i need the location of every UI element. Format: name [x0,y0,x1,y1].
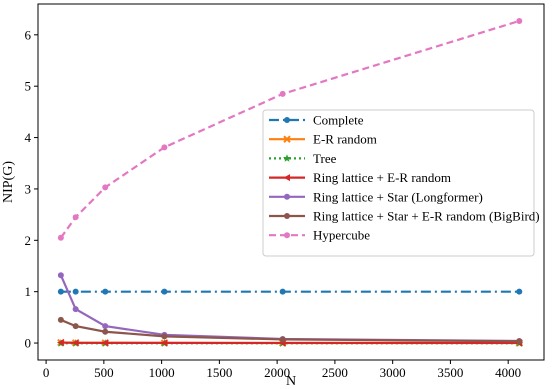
data-point [101,339,109,347]
data-point [279,90,286,97]
y-tick-label: 5 [25,79,32,94]
plot-frame [37,3,545,361]
data-point [160,339,168,347]
x-tick-label: 3500 [437,365,463,380]
data-point [102,184,109,191]
x-tick-label: 2500 [322,365,348,380]
data-point [161,333,168,340]
legend-marker [283,135,291,143]
plot-lines [56,17,524,347]
data-point [72,323,79,330]
y-tick-label: 1 [25,284,32,299]
legend-marker [283,154,291,162]
legend-marker [284,193,290,200]
data-point [102,288,109,295]
data-point [102,328,109,335]
data-point [57,272,64,279]
data-point [57,288,64,295]
y-tick-label: 2 [25,233,32,248]
legend-marker [284,117,290,123]
series-0 [57,288,523,295]
x-tick-label: 1000 [149,365,175,380]
data-point [516,17,523,24]
legend-label: Tree [313,151,337,166]
legend-label: Ring lattice + Star (Longformer) [313,189,483,204]
legend: Complete E-R random Tree Ring lattice + E-R… [262,109,540,257]
data-point [57,316,64,323]
y-axis-label: NIP(G) [1,161,16,203]
x-tick-label: 2000 [264,365,290,380]
legend-marker [284,213,290,219]
data-point [161,144,168,151]
x-tick-label: 4000 [495,365,521,380]
data-point [57,234,64,241]
x-tick-label: 0 [43,365,50,380]
legend-marker [283,174,290,182]
legend-label: Ring lattice + E-R random [313,170,451,185]
data-point [72,214,79,221]
data-point [72,306,79,313]
legend-label: Complete [313,113,364,128]
data-point [161,288,168,295]
data-point [57,339,64,347]
data-point [102,323,109,330]
data-point [72,288,79,295]
data-point [279,336,286,343]
legend-label: Ring lattice + Star + E-R random (BigBir… [313,209,540,224]
x-axis-label: N [286,374,296,389]
y-tick-label: 4 [25,130,32,145]
legend-label: Hypercube [313,228,370,243]
series-line [59,274,520,343]
x-tick-label: 500 [94,365,114,380]
data-point [279,288,286,295]
legend-frame [262,109,535,257]
legend-marker [284,232,290,239]
series-6 [57,17,523,241]
y-tick-label: 6 [25,27,32,42]
series-line [59,19,520,239]
x-tick-label: 3000 [380,365,406,380]
data-point [72,339,79,347]
x-axis-ticks: 0 500 1000 1500 2000 2500 3000 3500 4000 [43,360,521,380]
data-point [516,338,523,345]
legend-label: E-R random [313,132,377,147]
series-5 [57,316,523,345]
y-tick-label: 3 [25,181,32,196]
data-point [516,288,523,295]
x-tick-label: 1500 [206,365,232,380]
y-axis-ticks: 0 1 2 3 4 5 6 [25,27,38,351]
y-tick-label: 0 [25,336,32,351]
